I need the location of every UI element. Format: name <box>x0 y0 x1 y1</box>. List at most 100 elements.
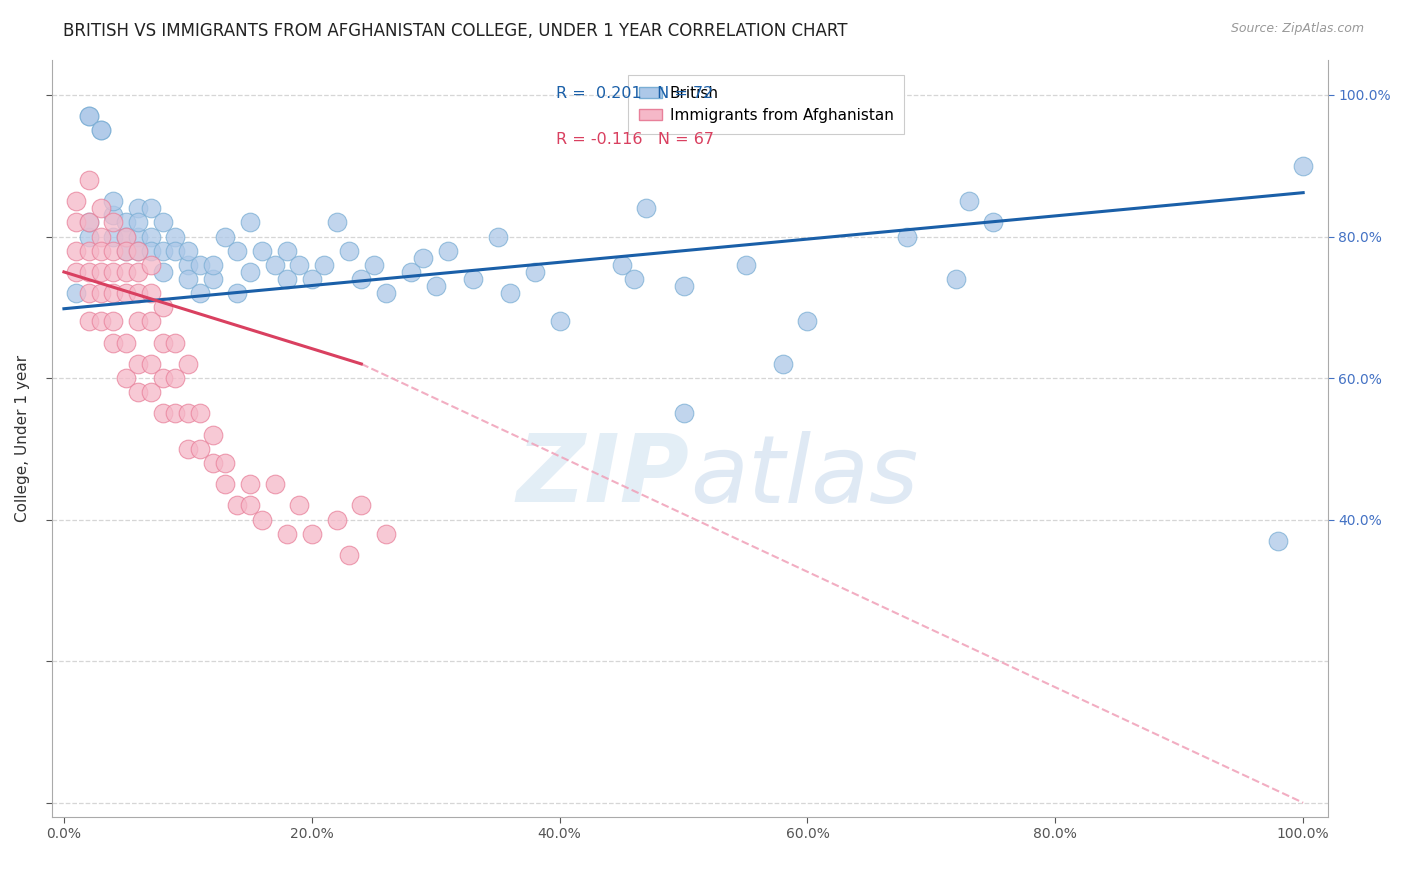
Point <box>65 286 87 301</box>
Point <box>188 258 211 272</box>
Point <box>486 229 509 244</box>
Point <box>214 229 236 244</box>
Point <box>226 286 249 301</box>
Point <box>152 301 174 315</box>
Point <box>945 272 967 286</box>
Point <box>139 244 162 258</box>
Point <box>165 371 187 385</box>
Point <box>276 526 298 541</box>
Point <box>226 499 249 513</box>
Point <box>127 244 149 258</box>
Point <box>399 265 422 279</box>
Point <box>152 335 174 350</box>
Point <box>201 456 224 470</box>
Point <box>239 499 262 513</box>
Legend: British, Immigrants from Afghanistan: British, Immigrants from Afghanistan <box>628 75 904 134</box>
Point <box>177 357 200 371</box>
Point <box>177 407 200 421</box>
Point <box>165 244 187 258</box>
Point <box>127 201 149 215</box>
Point <box>152 244 174 258</box>
Text: BRITISH VS IMMIGRANTS FROM AFGHANISTAN COLLEGE, UNDER 1 YEAR CORRELATION CHART: BRITISH VS IMMIGRANTS FROM AFGHANISTAN C… <box>63 22 848 40</box>
Point <box>188 442 211 456</box>
Point <box>65 215 87 229</box>
Point <box>115 286 138 301</box>
Point <box>77 265 100 279</box>
Point <box>115 229 138 244</box>
Point <box>201 427 224 442</box>
Point <box>139 258 162 272</box>
Point <box>77 215 100 229</box>
Point <box>250 513 273 527</box>
Point <box>127 229 149 244</box>
Point <box>103 194 125 209</box>
Point <box>325 215 347 229</box>
Text: R = -0.116   N = 67: R = -0.116 N = 67 <box>555 131 714 146</box>
Point <box>103 208 125 222</box>
Point <box>127 215 149 229</box>
Point <box>896 229 918 244</box>
Point <box>115 215 138 229</box>
Point <box>115 371 138 385</box>
Point <box>139 314 162 328</box>
Point <box>177 258 200 272</box>
Point <box>983 215 1005 229</box>
Point <box>127 265 149 279</box>
Point <box>263 258 285 272</box>
Point <box>90 314 112 328</box>
Point <box>152 215 174 229</box>
Point <box>325 513 347 527</box>
Point <box>214 456 236 470</box>
Point <box>90 123 112 137</box>
Point <box>127 286 149 301</box>
Point <box>499 286 522 301</box>
Point <box>548 314 571 328</box>
Text: R =  0.201   N = 72: R = 0.201 N = 72 <box>555 87 713 101</box>
Point <box>772 357 794 371</box>
Point <box>226 244 249 258</box>
Point <box>437 244 460 258</box>
Point <box>65 244 87 258</box>
Point <box>201 258 224 272</box>
Point <box>127 244 149 258</box>
Point <box>127 357 149 371</box>
Point <box>177 244 200 258</box>
Point <box>314 258 336 272</box>
Point <box>77 229 100 244</box>
Point <box>276 244 298 258</box>
Point <box>957 194 980 209</box>
Point <box>127 314 149 328</box>
Point <box>152 265 174 279</box>
Point <box>239 215 262 229</box>
Point <box>250 244 273 258</box>
Point <box>90 201 112 215</box>
Point <box>239 477 262 491</box>
Point <box>177 272 200 286</box>
Point <box>77 109 100 123</box>
Point <box>177 442 200 456</box>
Text: atlas: atlas <box>690 431 918 522</box>
Point <box>301 272 323 286</box>
Point <box>65 194 87 209</box>
Point <box>301 526 323 541</box>
Point <box>350 499 373 513</box>
Point <box>90 244 112 258</box>
Point <box>103 314 125 328</box>
Point <box>103 265 125 279</box>
Point <box>103 215 125 229</box>
Point <box>375 526 398 541</box>
Point <box>90 123 112 137</box>
Point <box>350 272 373 286</box>
Point <box>263 477 285 491</box>
Point <box>103 335 125 350</box>
Point <box>139 201 162 215</box>
Point <box>115 244 138 258</box>
Y-axis label: College, Under 1 year: College, Under 1 year <box>15 355 30 522</box>
Point <box>796 314 818 328</box>
Point <box>523 265 546 279</box>
Point <box>152 371 174 385</box>
Point <box>103 244 125 258</box>
Point <box>636 201 658 215</box>
Point <box>214 477 236 491</box>
Point <box>461 272 484 286</box>
